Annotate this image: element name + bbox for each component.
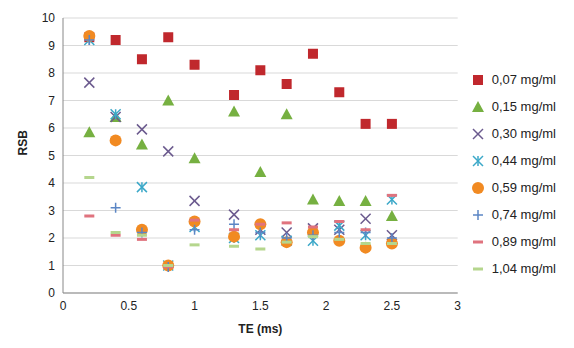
svg-text:7: 7	[48, 94, 55, 108]
html-text:0,59 mg/ml: 0,59 mg/ml	[491, 180, 556, 195]
svg-text:1: 1	[191, 299, 198, 313]
svg-text:2: 2	[48, 231, 55, 245]
svg-text:0: 0	[60, 299, 67, 313]
svg-text:8: 8	[48, 66, 55, 80]
html-text:0,15 mg/ml: 0,15 mg/ml	[491, 99, 556, 114]
svg-text:5: 5	[48, 149, 55, 163]
svg-text:10: 10	[42, 11, 56, 25]
html-text:0,30 mg/ml: 0,30 mg/ml	[491, 126, 556, 141]
html-text:0,89 mg/ml: 0,89 mg/ml	[491, 234, 556, 249]
svg-text:9: 9	[48, 39, 55, 53]
svg-text:3: 3	[48, 204, 55, 218]
svg-text:1: 1	[48, 259, 55, 273]
svg-text:2.5: 2.5	[384, 299, 401, 313]
svg-text:2: 2	[323, 299, 330, 313]
svg-text:TE (ms): TE (ms)	[238, 322, 282, 336]
svg-text:0: 0	[48, 286, 55, 300]
html-text:0,74 mg/ml: 0,74 mg/ml	[491, 207, 556, 222]
svg-text:6: 6	[48, 121, 55, 135]
svg-text:RSB: RSB	[16, 130, 30, 156]
html-text:0,44 mg/ml: 0,44 mg/ml	[491, 153, 556, 168]
html-text:1,04 mg/ml: 1,04 mg/ml	[491, 261, 556, 276]
svg-text:1.5: 1.5	[252, 299, 269, 313]
svg-text:0.5: 0.5	[120, 299, 137, 313]
html-text:0,07 mg/ml: 0,07 mg/ml	[491, 72, 556, 87]
svg-text:4: 4	[48, 176, 55, 190]
svg-text:3: 3	[454, 299, 461, 313]
